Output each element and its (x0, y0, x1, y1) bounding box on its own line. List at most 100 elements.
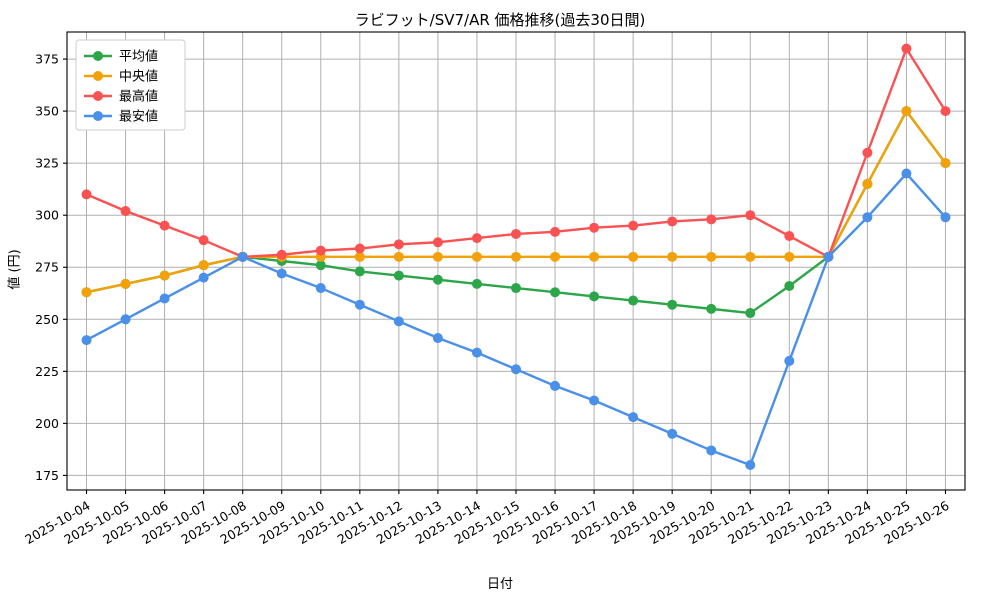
data-point (471, 278, 482, 289)
data-point (667, 299, 678, 310)
data-point (784, 231, 795, 242)
data-point (276, 268, 287, 279)
data-point (745, 251, 756, 262)
data-point (550, 287, 561, 298)
data-point (471, 251, 482, 262)
data-point (784, 251, 795, 262)
y-tick-label: 325 (35, 156, 59, 171)
y-tick-label: 375 (35, 52, 59, 67)
data-series-layer (81, 43, 951, 471)
data-point (667, 216, 678, 227)
data-point (432, 251, 443, 262)
data-point (511, 228, 521, 239)
data-point (589, 395, 600, 406)
data-point (628, 295, 639, 306)
data-point (745, 308, 756, 319)
x-axis-label: 日付 (486, 577, 513, 592)
data-point (550, 380, 561, 391)
y-tick-label: 350 (35, 104, 59, 119)
data-point (706, 251, 717, 262)
legend-marker-2 (93, 91, 103, 101)
data-point (628, 251, 639, 262)
data-point (354, 251, 365, 262)
data-point (393, 270, 404, 281)
data-point (706, 445, 717, 456)
data-point (901, 43, 912, 54)
y-tick-label: 175 (35, 468, 59, 483)
data-point (706, 303, 717, 314)
data-point (276, 249, 287, 260)
data-point (81, 189, 92, 200)
data-point (667, 251, 678, 262)
data-point (550, 226, 561, 237)
y-axis-ticks: 175 200 225 250 275 300 325 350 375 (35, 52, 67, 483)
data-point (198, 235, 209, 246)
data-point (550, 251, 561, 262)
data-point (393, 251, 404, 262)
data-point (354, 299, 365, 310)
data-point (159, 270, 170, 281)
data-point (471, 347, 482, 358)
data-point (511, 364, 521, 375)
data-point (354, 266, 365, 277)
data-point (706, 214, 717, 225)
data-point (511, 251, 521, 262)
legend-marker-0 (93, 51, 103, 61)
grid-lines (67, 32, 965, 490)
data-point (81, 287, 92, 298)
legend-label-2: 最高値 (119, 89, 158, 105)
y-tick-label: 225 (35, 364, 59, 379)
data-point (745, 210, 756, 221)
data-point (432, 237, 443, 248)
data-point (589, 251, 600, 262)
data-point (940, 212, 951, 223)
data-point (823, 251, 834, 262)
data-point (628, 220, 639, 231)
data-point (667, 428, 678, 439)
data-point (901, 168, 912, 179)
data-point (354, 243, 365, 254)
data-point (159, 293, 170, 304)
data-point (237, 251, 248, 262)
data-point (198, 272, 209, 283)
data-point (589, 291, 600, 302)
data-point (862, 212, 873, 223)
data-point (315, 283, 326, 294)
data-point (940, 106, 951, 117)
data-point (589, 222, 600, 233)
data-point (120, 206, 131, 217)
data-point (745, 460, 756, 471)
data-point (393, 239, 404, 250)
legend-label-0: 平均値 (119, 49, 158, 65)
legend-marker-1 (93, 71, 103, 81)
data-point (862, 147, 873, 158)
data-point (862, 178, 873, 189)
y-axis-label: 値 (円) (7, 249, 23, 290)
data-point (471, 233, 482, 244)
y-tick-label: 250 (35, 312, 59, 327)
data-point (159, 220, 170, 231)
data-point (315, 260, 326, 271)
data-point (120, 278, 131, 289)
data-point (198, 260, 209, 271)
y-tick-label: 300 (35, 208, 59, 223)
data-point (784, 355, 795, 366)
chart-title: ラビフット/SV7/AR 価格推移(過去30日間) (354, 11, 646, 29)
data-point (901, 106, 912, 117)
data-point (432, 274, 443, 285)
data-point (315, 245, 326, 256)
data-point (120, 314, 131, 325)
data-point (81, 335, 92, 346)
data-point (628, 412, 639, 423)
legend-box (75, 39, 186, 131)
data-point (511, 283, 521, 294)
y-tick-label: 200 (35, 416, 59, 431)
data-point (393, 316, 404, 327)
data-point (940, 158, 951, 169)
data-point (432, 333, 443, 344)
y-tick-label: 275 (35, 260, 59, 275)
legend-marker-3 (93, 111, 103, 121)
